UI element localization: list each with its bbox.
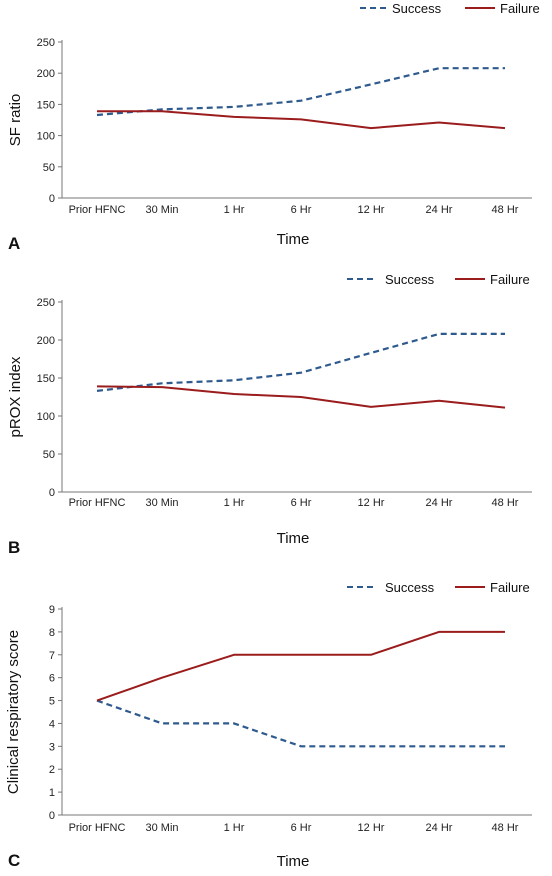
panel-c-x-tick-label: 48 Hr	[492, 822, 519, 834]
panel-c-x-tick-label: 12 Hr	[358, 822, 385, 834]
panel-a-y-tick-label: 200	[37, 68, 55, 80]
panel-a-y-tick-label: 50	[43, 162, 55, 174]
panel-c-x-tick-label: 1 Hr	[224, 822, 245, 834]
panel-a-y-tick-label: 0	[49, 193, 55, 205]
panel-c-series-failure-line	[96, 630, 505, 702]
panel-a-x-tick-label: 30 Min	[145, 204, 178, 216]
panel-c-y-tick-label: 5	[49, 696, 55, 708]
panel-b-series-failure-line	[96, 385, 506, 409]
panel-c-y-tick-label: 2	[49, 764, 55, 776]
panel-a-y-axis-label: SF ratio	[7, 94, 24, 147]
panel-b-y-tick-label: 200	[37, 335, 55, 347]
panel-b-x-tick-label: 24 Hr	[426, 497, 453, 509]
panel-c-x-axis-label: Time	[277, 853, 310, 870]
panel-a-legend-success-label: Success	[392, 1, 442, 16]
panel-c-series-success-line	[96, 699, 505, 748]
panel-b-y-tick-label: 50	[43, 449, 55, 461]
panel-c-y-tick-label: 9	[49, 604, 55, 616]
panel-c-y-tick-label: 4	[49, 718, 55, 730]
panel-c-legend-failure-label: Failure	[490, 580, 530, 595]
panel-a-x-tick-label: 6 Hr	[291, 204, 312, 216]
panel-c-x-tick-label: Prior HFNC	[69, 822, 126, 834]
panel-a-panel-letter: A	[8, 234, 20, 253]
panel-b-x-tick-label: 1 Hr	[224, 497, 245, 509]
panel-b-x-axis-label: Time	[277, 530, 310, 547]
panel-c-y-tick-label: 3	[49, 741, 55, 753]
panel-a-series-success-line	[96, 67, 505, 117]
panel-b-y-axis-label: pROX index	[7, 356, 24, 437]
panel-a-x-tick-label: 24 Hr	[426, 204, 453, 216]
panel-c-y-tick-label: 8	[49, 627, 55, 639]
panel-c-y-tick-label: 6	[49, 673, 55, 685]
panel-c-x-tick-label: 24 Hr	[426, 822, 453, 834]
panel-b-y-tick-label: 0	[49, 487, 55, 499]
panel-b-panel-letter: B	[8, 538, 20, 557]
panel-a-legend-failure-label: Failure	[500, 1, 540, 16]
panel-b-legend-failure-label: Failure	[490, 272, 530, 287]
panel-a-y-tick-label: 150	[37, 99, 55, 111]
panel-b-x-tick-label: Prior HFNC	[69, 497, 126, 509]
panel-b-x-tick-label: 30 Min	[145, 497, 178, 509]
panel-b-y-tick-label: 150	[37, 373, 55, 385]
panel-c-panel-letter: C	[8, 851, 20, 870]
panel-a-series-failure-line	[97, 110, 506, 130]
panel-c-x-tick-label: 30 Min	[145, 822, 178, 834]
panel-c-legend-success-label: Success	[385, 580, 435, 595]
panel-b-legend-success-label: Success	[385, 272, 435, 287]
panel-a-x-tick-label: Prior HFNC	[69, 204, 126, 216]
panel-b-x-tick-label: 6 Hr	[291, 497, 312, 509]
panel-a-y-tick-label: 100	[37, 131, 55, 143]
panel-a-x-tick-label: 48 Hr	[492, 204, 519, 216]
panel-b-y-tick-label: 250	[37, 297, 55, 309]
panel-b-x-tick-label: 48 Hr	[492, 497, 519, 509]
panel-b-x-tick-label: 12 Hr	[358, 497, 385, 509]
panel-b-y-tick-label: 100	[37, 411, 55, 423]
panel-c-x-tick-label: 6 Hr	[291, 822, 312, 834]
panel-c-y-tick-label: 1	[49, 787, 55, 799]
panel-c-y-axis-label: Clinical respiratory score	[5, 630, 22, 794]
panel-a-x-tick-label: 1 Hr	[224, 204, 245, 216]
panel-c-y-tick-label: 7	[49, 650, 55, 662]
panel-b-series-success-line	[96, 332, 505, 392]
panel-a-x-axis-label: Time	[277, 231, 310, 248]
panel-a-y-tick-label: 250	[37, 37, 55, 49]
panel-c-y-tick-label: 0	[49, 810, 55, 822]
panel-a-x-tick-label: 12 Hr	[358, 204, 385, 216]
